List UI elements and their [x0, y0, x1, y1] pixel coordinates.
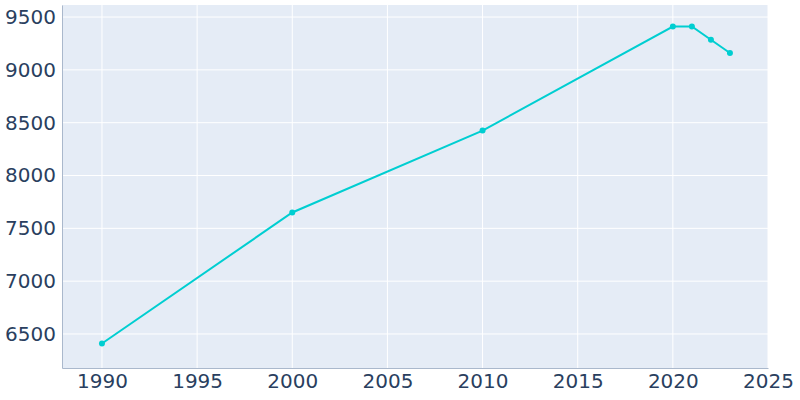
- y-axis: 6500 7000 7500 8000 8500 9000 9500: [5, 5, 62, 369]
- x-grid-line: [101, 5, 102, 368]
- x-tick-label: 2005: [362, 369, 413, 393]
- x-grid-line: [292, 5, 293, 368]
- x-tick: 2005: [362, 368, 413, 393]
- x-grid-line: [768, 5, 769, 368]
- y-tick: 9000: [5, 58, 62, 82]
- y-tick-label: 9000: [5, 58, 56, 82]
- y-grid-line: [62, 69, 768, 70]
- x-grid-line: [387, 5, 388, 368]
- point: [480, 128, 486, 134]
- x-grid-line: [197, 5, 198, 368]
- y-axis-line: [62, 6, 63, 369]
- x-grid-line: [482, 5, 483, 368]
- x-grid-line: [672, 5, 673, 368]
- x-tick: 2015: [553, 368, 604, 393]
- x-tick: 1995: [172, 368, 223, 393]
- point: [99, 340, 105, 346]
- y-tick-label: 9500: [5, 5, 56, 29]
- x-tick-label: 2020: [648, 369, 699, 393]
- y-tick: 9500: [5, 5, 62, 29]
- x-tick-label: 2010: [458, 369, 509, 393]
- y-tick-label: 6500: [5, 322, 56, 346]
- x-tick: 2025: [743, 368, 794, 393]
- grid: [62, 5, 768, 368]
- y-tick: 8000: [5, 163, 62, 187]
- y-tick: 6500: [5, 322, 62, 346]
- x-tick-label: 1995: [172, 369, 223, 393]
- x-tick-label: 2025: [743, 369, 794, 393]
- y-tick-label: 7000: [5, 269, 56, 293]
- point: [727, 50, 733, 56]
- y-grid-line: [62, 122, 768, 123]
- x-tick: 2010: [458, 368, 509, 393]
- point: [708, 37, 714, 43]
- y-tick: 7500: [5, 216, 62, 240]
- x-tick: 2020: [648, 368, 699, 393]
- y-grid-line: [62, 281, 768, 282]
- x-tick-label: 2015: [553, 369, 604, 393]
- chart: 1990 1995 2000 2005 2010 2015 2020 2025 6500 7000…: [0, 0, 800, 400]
- marks: [99, 24, 733, 347]
- y-grid-line: [62, 228, 768, 229]
- x-tick-label: 2000: [267, 369, 318, 393]
- x-grid-line: [577, 5, 578, 368]
- point: [670, 24, 676, 30]
- y-tick-label: 8500: [5, 111, 56, 135]
- y-grid-line: [62, 17, 768, 18]
- x-tick-label: 1990: [77, 369, 128, 393]
- x-tick: 1990: [77, 368, 128, 393]
- plot-background: [62, 5, 768, 368]
- x-axis: 1990 1995 2000 2005 2010 2015 2020 2025: [63, 368, 794, 393]
- y-grid-line: [62, 175, 768, 176]
- line: [102, 27, 730, 344]
- plot: 1990 1995 2000 2005 2010 2015 2020 2025 6500 7000…: [5, 5, 794, 393]
- point: [689, 24, 695, 30]
- y-tick-label: 8000: [5, 163, 56, 187]
- y-tick: 8500: [5, 111, 62, 135]
- y-grid-line: [62, 333, 768, 334]
- y-tick: 7000: [5, 269, 62, 293]
- point: [289, 209, 295, 215]
- y-tick-label: 7500: [5, 216, 56, 240]
- x-tick: 2000: [267, 368, 318, 393]
